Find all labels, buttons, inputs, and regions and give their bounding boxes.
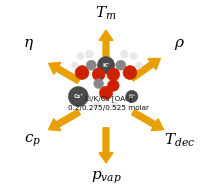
FancyArrow shape [99, 128, 113, 163]
Circle shape [116, 60, 126, 70]
Circle shape [107, 68, 120, 81]
Circle shape [77, 52, 84, 60]
Circle shape [75, 66, 89, 80]
Text: $\eta$: $\eta$ [23, 37, 34, 52]
Circle shape [130, 52, 137, 60]
Circle shape [68, 86, 88, 106]
Circle shape [86, 50, 93, 58]
Circle shape [136, 62, 142, 68]
Circle shape [86, 60, 96, 70]
Circle shape [71, 62, 78, 68]
Circle shape [99, 86, 113, 99]
Text: Li⁺: Li⁺ [128, 94, 135, 99]
Circle shape [123, 66, 137, 80]
FancyArrow shape [132, 110, 163, 131]
Text: $T_m$: $T_m$ [95, 5, 117, 22]
Text: $c_p$: $c_p$ [24, 133, 41, 149]
Circle shape [92, 68, 105, 81]
Text: Li/K/Cs [OAc]
0.2/0.275/0.525 molar: Li/K/Cs [OAc] 0.2/0.275/0.525 molar [68, 95, 149, 111]
FancyArrow shape [49, 110, 80, 131]
Text: K⁺: K⁺ [102, 63, 110, 68]
Text: $T_{dec}$: $T_{dec}$ [164, 132, 195, 149]
FancyArrow shape [130, 58, 160, 81]
Circle shape [98, 57, 114, 74]
Circle shape [93, 102, 100, 109]
Text: $p_{vap}$: $p_{vap}$ [91, 169, 121, 186]
Circle shape [102, 70, 110, 78]
Circle shape [112, 102, 119, 109]
Circle shape [121, 50, 128, 58]
Circle shape [107, 80, 119, 91]
Text: Cs⁺: Cs⁺ [73, 94, 84, 99]
Circle shape [94, 79, 103, 89]
Text: $\rho$: $\rho$ [174, 37, 185, 52]
FancyArrow shape [49, 62, 80, 83]
Circle shape [126, 90, 138, 103]
FancyArrow shape [99, 30, 113, 65]
